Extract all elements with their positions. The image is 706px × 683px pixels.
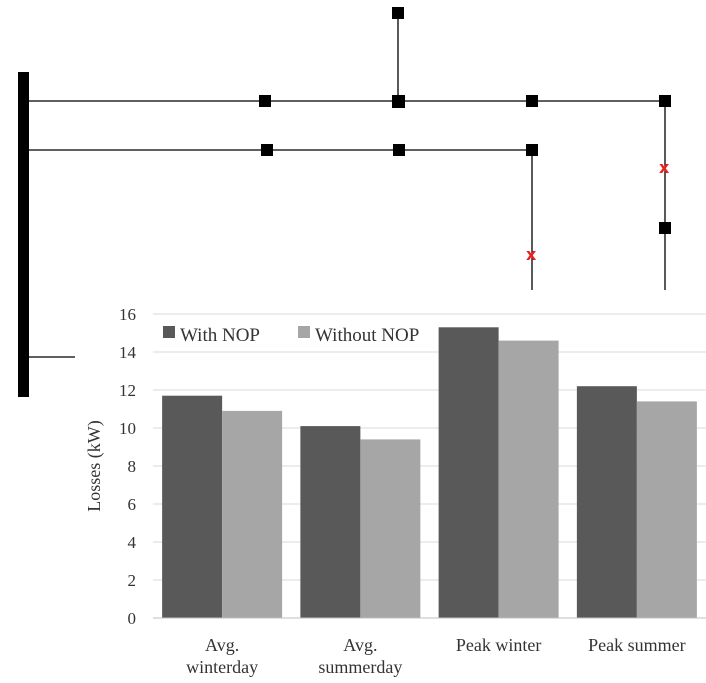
x-category-labels: Avg. winterday Avg. summerday Peak winter Pea…	[186, 635, 685, 677]
legend-label-with-nop: With NOP	[180, 325, 260, 346]
bar-with-nop-3	[576, 386, 637, 618]
bar-without-nop-3	[636, 401, 697, 618]
network-diagram: x x	[18, 7, 671, 397]
bar-with-nop-1	[300, 426, 361, 618]
legend-label-without-nop: Without NOP	[315, 325, 419, 346]
node-f2-3	[526, 144, 538, 156]
y-tick-label: 0	[128, 609, 137, 628]
x-category-label: Peak winter	[456, 635, 541, 655]
bar-with-nop-0	[162, 395, 223, 618]
node-f2-2	[393, 144, 405, 156]
legend: With NOP Without NOP	[163, 325, 419, 346]
bar-without-nop-2	[498, 340, 559, 618]
node-f1-1	[259, 95, 271, 107]
node-f2-1	[261, 144, 273, 156]
x-category-label: Avg. summerday	[318, 635, 402, 677]
y-tick-labels: 0 2 4 6 8 10 12 14 16	[119, 305, 137, 628]
bar-without-nop-1	[360, 439, 421, 618]
y-tick-label: 8	[128, 457, 137, 476]
node-f1-3	[526, 95, 538, 107]
nop-marker-1: x	[659, 158, 670, 177]
bars	[162, 327, 697, 618]
legend-swatch-without-nop	[298, 326, 310, 338]
y-tick-label: 6	[128, 495, 137, 514]
y-tick-label: 12	[119, 381, 136, 400]
node-f1-4	[659, 95, 671, 107]
node-top	[392, 7, 404, 19]
y-tick-label: 16	[119, 305, 136, 324]
x-category-label: Peak summer	[588, 635, 685, 655]
y-axis-title: Losses (kW)	[84, 420, 105, 511]
y-tick-label: 2	[128, 571, 137, 590]
busbar	[18, 72, 29, 397]
y-tick-label: 4	[128, 533, 137, 552]
legend-swatch-with-nop	[163, 326, 175, 338]
nop-marker-2: x	[526, 245, 537, 264]
y-tick-label: 14	[119, 343, 137, 362]
y-tick-label: 10	[119, 419, 136, 438]
x-category-label: Avg. winterday	[186, 635, 258, 677]
bar-with-nop-2	[438, 327, 499, 618]
node-branch-2	[659, 222, 671, 234]
node-f1-2	[392, 95, 405, 108]
bar-without-nop-0	[222, 410, 283, 618]
